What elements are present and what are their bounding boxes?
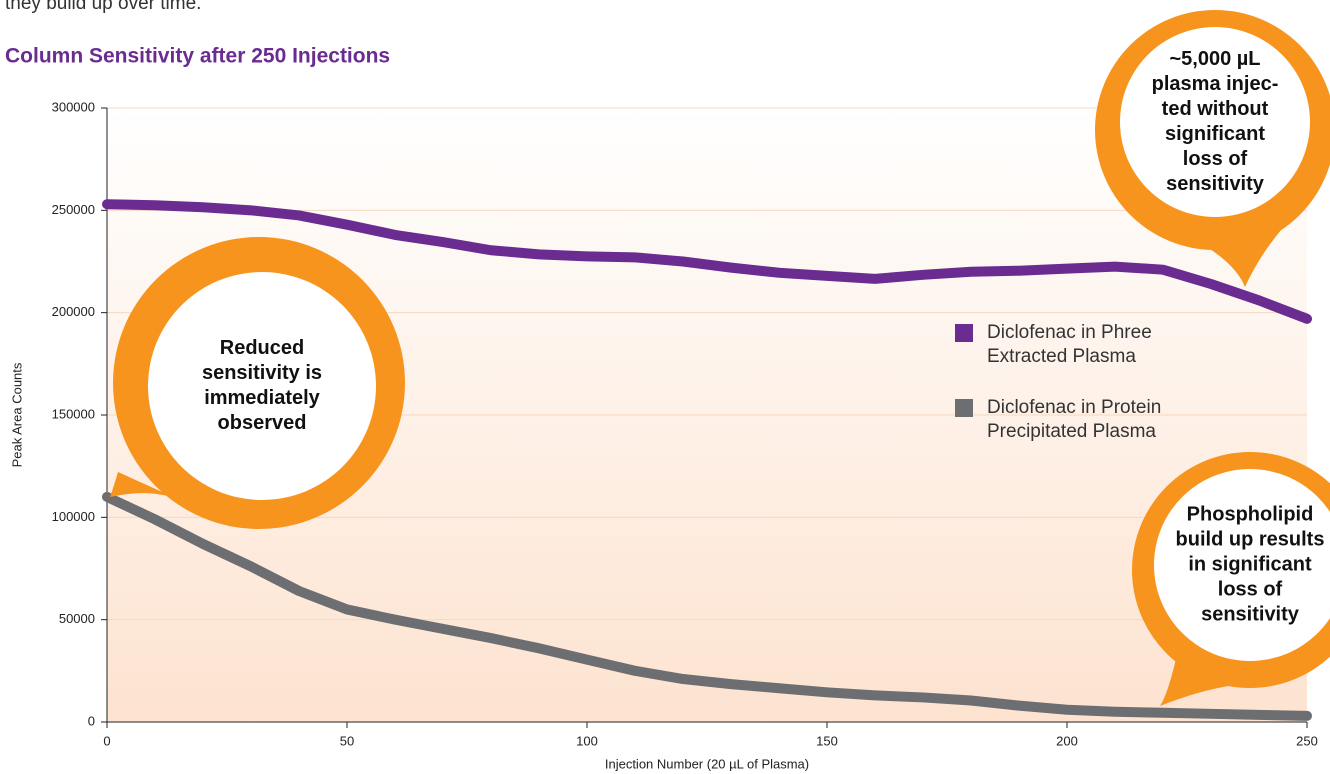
y-tick-label: 100000 bbox=[52, 509, 95, 524]
bubble-tail bbox=[110, 472, 180, 500]
annotation-text: Reduced bbox=[220, 337, 304, 359]
y-axis-label: Peak Area Counts bbox=[9, 362, 24, 467]
x-tick-label: 250 bbox=[1296, 733, 1318, 748]
x-tick-label: 0 bbox=[103, 733, 110, 748]
x-tick-label: 150 bbox=[816, 733, 838, 748]
annotation-text: Phospholipid bbox=[1187, 503, 1314, 525]
x-tick-label: 50 bbox=[340, 733, 354, 748]
annotation-text: ~5,000 µL bbox=[1169, 48, 1260, 70]
x-tick-label: 200 bbox=[1056, 733, 1078, 748]
annotation-text: loss of bbox=[1218, 578, 1283, 600]
annotation-text: in significant bbox=[1188, 553, 1312, 575]
annotation-text: build up results bbox=[1176, 528, 1325, 550]
y-tick-label: 150000 bbox=[52, 406, 95, 421]
annotation-text: sensitivity bbox=[1166, 173, 1265, 195]
intro-text: they build up over time. bbox=[5, 0, 201, 14]
x-tick-label: 100 bbox=[576, 733, 598, 748]
bubble-inner bbox=[1120, 27, 1310, 217]
annotation-text: ted without bbox=[1162, 98, 1269, 120]
annotations: Reduced sensitivity is immediately observed… bbox=[110, 10, 1330, 706]
y-tick-label: 0 bbox=[88, 713, 95, 728]
annotation-text: sensitivity bbox=[1201, 603, 1300, 625]
y-tick-label: 200000 bbox=[52, 304, 95, 319]
bubble-inner bbox=[1154, 469, 1330, 661]
annotation-text: observed bbox=[218, 412, 307, 434]
annotation-text: significant bbox=[1165, 123, 1265, 145]
y-tick-label: 50000 bbox=[59, 611, 95, 626]
chart-title: Column Sensitivity after 250 Injections bbox=[5, 45, 390, 68]
x-axis-label: Injection Number (20 µL of Plasma) bbox=[605, 756, 809, 771]
legend-label: Diclofenac in Protein Precipitated Plasma bbox=[987, 397, 1161, 442]
annotation-text: immediately bbox=[204, 387, 320, 409]
legend-swatch bbox=[955, 324, 973, 342]
bubble-inner bbox=[148, 272, 376, 500]
annotation-text: loss of bbox=[1183, 148, 1248, 170]
annotation-text: plasma injec- bbox=[1152, 73, 1279, 95]
legend-swatch bbox=[955, 399, 973, 417]
series-line bbox=[102, 491, 1312, 721]
y-tick-label: 250000 bbox=[52, 202, 95, 217]
y-tick-label: 300000 bbox=[52, 99, 95, 114]
annotation-text: sensitivity is bbox=[202, 362, 322, 384]
legend-label: Diclofenac in Phree Extracted Plasma bbox=[987, 322, 1152, 367]
series-line bbox=[102, 199, 1312, 324]
